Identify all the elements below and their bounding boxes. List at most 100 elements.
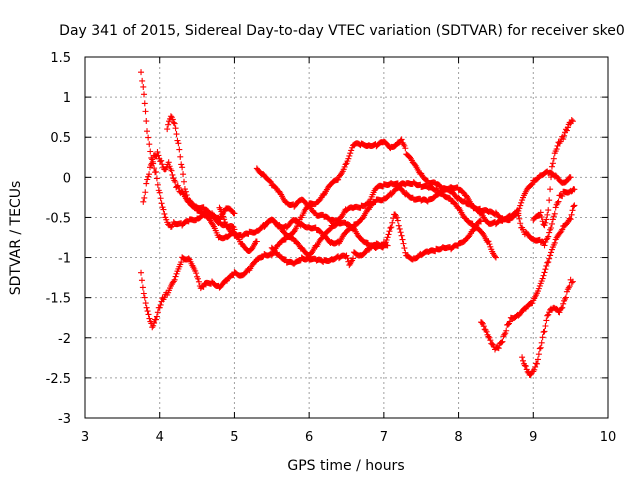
data-point — [384, 242, 391, 249]
data-point — [536, 345, 543, 352]
data-point — [495, 345, 502, 352]
data-point — [548, 163, 555, 170]
data-point — [165, 121, 172, 128]
data-point — [402, 145, 409, 152]
data-point — [551, 239, 558, 246]
data-point — [149, 324, 156, 331]
data-point — [571, 202, 578, 209]
y-tick-label: -2.5 — [46, 372, 71, 387]
data-point — [567, 216, 574, 223]
y-tick-labels: 1.5 1 0.5 0 -0.5 -1 -1.5 -2 -2.5 -3 — [46, 51, 71, 427]
data-points — [138, 69, 578, 378]
data-point — [527, 371, 534, 378]
y-tick-label: -2 — [58, 332, 71, 347]
data-point — [546, 229, 553, 236]
data-point — [159, 161, 166, 168]
data-point — [559, 226, 566, 233]
data-point — [142, 189, 149, 196]
data-point — [157, 195, 164, 202]
x-tick-label: 5 — [230, 430, 238, 445]
data-point — [460, 189, 467, 196]
data-point — [145, 311, 152, 318]
data-point — [231, 210, 238, 217]
data-point — [142, 108, 149, 115]
y-axis-label: SDTVAR / TECUs — [8, 181, 24, 296]
data-point — [516, 215, 523, 222]
data-point — [569, 278, 576, 285]
data-point — [544, 259, 551, 266]
data-point — [276, 188, 283, 195]
data-point — [503, 327, 510, 334]
data-point — [518, 199, 525, 206]
data-point — [544, 312, 551, 319]
data-point — [402, 249, 409, 256]
data-point — [385, 231, 392, 238]
data-point — [543, 262, 550, 269]
plot-frame — [84, 56, 609, 419]
data-point — [398, 136, 405, 143]
data-point — [179, 164, 186, 171]
data-point — [172, 125, 179, 132]
data-point — [379, 244, 386, 251]
data-point — [560, 300, 567, 307]
data-point — [157, 301, 164, 308]
data-point — [141, 100, 148, 107]
x-tick-label: 9 — [529, 430, 537, 445]
data-point — [151, 165, 158, 172]
series-sat-h — [268, 211, 484, 269]
data-point — [168, 167, 175, 174]
data-point — [174, 137, 181, 144]
data-point — [562, 294, 569, 301]
y-tick-label: 1.5 — [50, 51, 71, 66]
data-point — [535, 351, 542, 358]
data-point — [266, 178, 273, 185]
data-point — [345, 155, 352, 162]
data-point — [539, 275, 546, 282]
data-point — [152, 168, 159, 175]
data-point — [520, 357, 527, 364]
data-point — [570, 203, 577, 210]
x-tick-label: 6 — [305, 430, 313, 445]
data-point — [181, 186, 188, 193]
data-point — [154, 181, 161, 188]
data-point — [399, 236, 406, 243]
data-point — [548, 220, 555, 227]
data-point — [478, 319, 485, 326]
data-point — [291, 228, 298, 235]
data-point — [556, 309, 563, 316]
data-point — [559, 193, 566, 200]
data-point — [154, 309, 161, 316]
data-point — [397, 229, 404, 236]
data-point — [546, 197, 553, 204]
data-point — [294, 240, 301, 247]
data-point — [149, 158, 156, 165]
data-point — [517, 220, 524, 227]
data-point — [143, 118, 150, 125]
data-point — [138, 269, 145, 276]
data-point — [549, 216, 556, 223]
data-point — [485, 238, 492, 245]
data-point — [165, 159, 172, 166]
data-point — [519, 354, 526, 361]
series-sat-g — [261, 216, 391, 259]
data-point — [183, 192, 190, 199]
data-point — [535, 285, 542, 292]
data-point — [541, 328, 548, 335]
data-point — [176, 146, 183, 153]
data-point — [566, 215, 573, 222]
data-point — [141, 91, 148, 98]
data-point — [140, 83, 147, 90]
data-point — [166, 163, 173, 170]
data-point — [395, 222, 402, 229]
data-point — [522, 363, 529, 370]
data-point — [547, 186, 554, 193]
data-point — [347, 150, 354, 157]
data-point — [407, 154, 414, 161]
data-point — [540, 272, 547, 279]
data-point — [545, 233, 552, 240]
data-point — [151, 320, 158, 327]
data-point — [550, 155, 557, 162]
data-point — [396, 225, 403, 232]
data-point — [177, 153, 184, 160]
